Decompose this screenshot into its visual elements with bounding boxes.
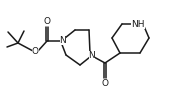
Text: O: O [43, 16, 50, 25]
Text: N: N [89, 50, 95, 60]
Text: O: O [102, 80, 109, 89]
Text: N: N [60, 36, 66, 44]
Text: O: O [31, 46, 38, 56]
Text: NH: NH [131, 20, 145, 28]
